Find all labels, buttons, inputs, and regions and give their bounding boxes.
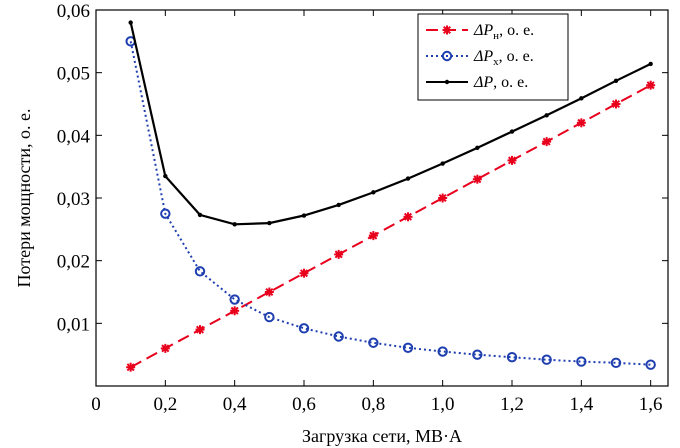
data-point-1-7 (368, 337, 379, 348)
y-tick-label: 0,05 (57, 64, 90, 85)
series-1 (125, 36, 656, 370)
series-2 (128, 20, 653, 227)
legend-suffix: , о. е. (493, 74, 528, 91)
data-point-0-1 (160, 343, 170, 353)
series-layer (125, 20, 656, 372)
data-point-1-15 (645, 359, 656, 370)
axis-ticks: 0 0,2 0,4 0,6 0,8 1,0 1,2 1,4 1,6 0,01 0,02 0,03 0,0… (57, 1, 668, 415)
data-point-0-15 (646, 80, 656, 90)
legend-label-1: ΔPx, о. е. (473, 48, 534, 68)
data-point-2-9 (440, 161, 445, 166)
x-tick-label: 0 (91, 394, 101, 415)
data-point-1-1 (160, 208, 171, 219)
y-tick-label: 0,04 (57, 126, 91, 147)
legend-symbol: ΔP (473, 74, 493, 91)
data-point-0-10 (472, 174, 482, 184)
data-point-2-6 (336, 202, 341, 208)
x-axis-label: Загрузка сети, МВ·А (302, 426, 462, 446)
data-point-1-14 (610, 357, 622, 369)
data-point-2-7 (371, 190, 376, 195)
data-point-0-2 (195, 325, 205, 335)
data-point-1-8 (402, 342, 414, 353)
data-point-1-6 (333, 331, 344, 342)
data-point-2-13 (579, 96, 584, 101)
data-point-1-12 (541, 354, 552, 365)
data-point-0-13 (576, 118, 586, 128)
legend-subscript: н (493, 30, 499, 42)
legend-symbol: ΔP (473, 48, 493, 65)
legend-marker-2 (444, 79, 450, 85)
y-axis-label: Потери мощности, о. е. (14, 108, 34, 287)
data-point-1-10 (472, 349, 483, 360)
data-point-2-14 (613, 78, 619, 84)
data-point-0-0 (126, 362, 136, 372)
data-point-0-7 (368, 231, 378, 241)
series-0 (126, 80, 656, 372)
data-point-1-2 (194, 266, 206, 277)
data-point-2-5 (301, 213, 307, 218)
data-point-2-10 (475, 145, 480, 151)
legend-suffix: , о. е. (499, 22, 534, 39)
x-tick-label: 1,0 (431, 394, 455, 415)
legend-label-2: ΔP, о. е. (473, 74, 528, 91)
data-point-0-14 (611, 99, 621, 109)
legend-marker-1 (441, 50, 453, 62)
data-point-2-4 (267, 220, 272, 226)
data-point-0-12 (542, 137, 552, 147)
data-point-1-4 (264, 311, 275, 323)
legend: ΔPн, о. е.ΔPx, о. е.ΔP, о. е. (417, 13, 569, 101)
data-point-1-9 (437, 346, 448, 357)
series-line-2 (129, 22, 652, 226)
data-point-2-8 (405, 176, 411, 181)
plot-frame (95, 9, 669, 387)
data-point-2-1 (163, 173, 168, 179)
legend-symbol: ΔP (473, 22, 493, 39)
data-point-0-9 (438, 193, 448, 203)
series-line-1 (129, 41, 651, 366)
data-point-0-11 (507, 155, 517, 165)
data-point-2-11 (509, 129, 515, 134)
data-point-0-5 (299, 268, 309, 278)
y-tick-label: 0,06 (57, 1, 90, 22)
data-point-2-2 (197, 212, 203, 218)
legend-subscript: x (493, 56, 499, 68)
x-tick-label: 1,6 (639, 394, 663, 415)
data-point-1-5 (298, 323, 310, 334)
data-point-1-11 (506, 351, 518, 363)
data-point-0-6 (334, 249, 344, 259)
data-point-2-15 (648, 61, 653, 67)
x-tick-label: 0,6 (292, 394, 316, 415)
plot-area-frame (95, 9, 669, 387)
data-point-0-3 (230, 306, 240, 316)
y-tick-label: 0,03 (57, 189, 90, 210)
legend-marker-0 (442, 25, 452, 35)
data-point-0-4 (264, 287, 274, 297)
x-tick-label: 0,4 (223, 394, 247, 415)
data-point-0-8 (403, 212, 413, 222)
x-tick-label: 0,2 (153, 394, 177, 415)
x-tick-label: 1,4 (569, 394, 593, 415)
data-point-2-0 (128, 20, 133, 25)
x-tick-label: 1,2 (500, 394, 524, 415)
data-point-1-3 (229, 294, 240, 305)
data-point-2-3 (232, 222, 237, 227)
series-line-0 (130, 84, 652, 369)
y-tick-label: 0,01 (57, 314, 90, 335)
data-point-2-12 (544, 113, 549, 118)
data-point-1-13 (576, 356, 587, 367)
legend-label-0: ΔPн, о. е. (473, 22, 534, 42)
x-tick-label: 0,8 (361, 394, 385, 415)
y-tick-label: 0,02 (57, 252, 90, 273)
legend-suffix: , о. е. (499, 48, 534, 65)
